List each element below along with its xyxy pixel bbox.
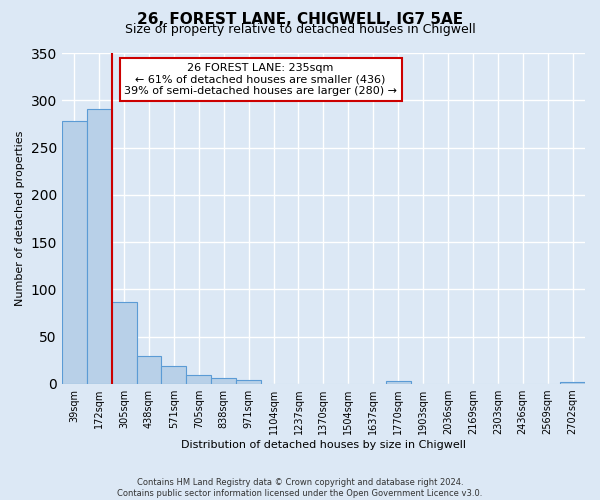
Bar — [137, 356, 161, 384]
Text: Size of property relative to detached houses in Chigwell: Size of property relative to detached ho… — [125, 22, 475, 36]
Bar — [187, 376, 211, 384]
Text: Contains HM Land Registry data © Crown copyright and database right 2024.
Contai: Contains HM Land Registry data © Crown c… — [118, 478, 482, 498]
Bar — [211, 378, 236, 384]
X-axis label: Distribution of detached houses by size in Chigwell: Distribution of detached houses by size … — [181, 440, 466, 450]
Bar — [161, 366, 187, 384]
Bar — [560, 382, 585, 384]
Text: 26, FOREST LANE, CHIGWELL, IG7 5AE: 26, FOREST LANE, CHIGWELL, IG7 5AE — [137, 12, 463, 28]
Bar — [236, 380, 261, 384]
Text: 26 FOREST LANE: 235sqm
← 61% of detached houses are smaller (436)
39% of semi-de: 26 FOREST LANE: 235sqm ← 61% of detached… — [124, 63, 397, 96]
Y-axis label: Number of detached properties: Number of detached properties — [15, 131, 25, 306]
Bar — [112, 302, 137, 384]
Bar — [62, 121, 87, 384]
Bar — [87, 109, 112, 384]
Bar — [386, 381, 410, 384]
